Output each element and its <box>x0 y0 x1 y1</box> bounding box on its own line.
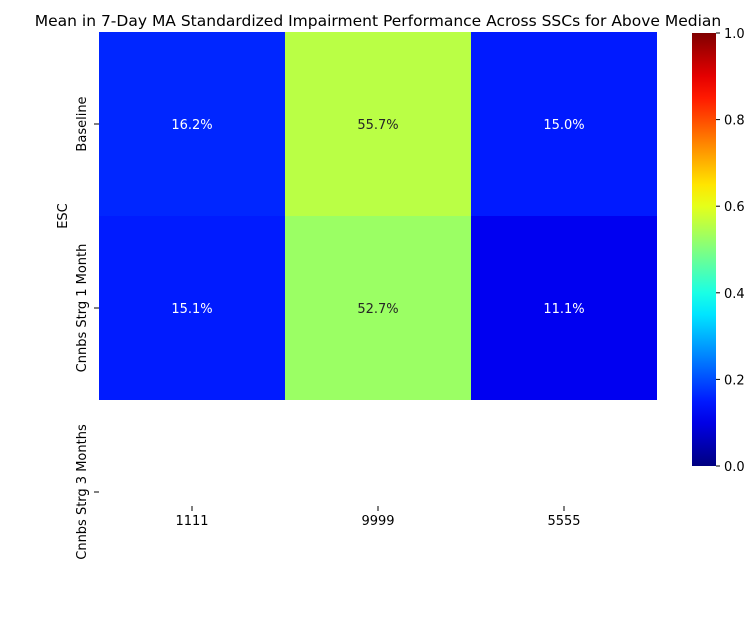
chart-title: Mean in 7-Day MA Standardized Impairment… <box>35 12 722 30</box>
x-ticks: 1111 9999 5555 <box>175 506 581 529</box>
x-tick-label: 9999 <box>361 514 394 529</box>
heatmap-cell <box>99 216 285 400</box>
cell-labels: 16.2% 55.7% 15.0% 15.1% 52.7% 11.1% <box>171 118 584 317</box>
heatmap-cell <box>471 216 657 400</box>
cell-value-label: 55.7% <box>357 118 398 133</box>
heatmap-cells <box>99 32 657 400</box>
cell-value-label: 15.0% <box>543 118 584 133</box>
colorbar: 0.0 0.2 0.4 0.6 0.8 1.0 <box>692 27 745 475</box>
x-tick-label: 1111 <box>175 514 208 529</box>
cell-value-label: 15.1% <box>171 302 212 317</box>
y-tick-label: Cnnbs Strg 1 Month <box>75 244 90 373</box>
y-ticks: Baseline Cnnbs Strg 1 Month Cnnbs Strg 3 M… <box>75 96 99 560</box>
x-tick-label: 5555 <box>547 514 580 529</box>
colorbar-tick-label: 0.4 <box>724 287 745 302</box>
colorbar-tick-label: 0.0 <box>724 460 745 475</box>
cell-value-label: 16.2% <box>171 118 212 133</box>
heatmap-cell <box>99 32 285 216</box>
y-tick-label: Baseline <box>75 96 90 151</box>
cell-value-label: 11.1% <box>543 302 584 317</box>
y-tick-label: Cnnbs Strg 3 Months <box>75 424 90 560</box>
colorbar-tick-label: 0.8 <box>724 114 745 129</box>
y-axis-label: ESC <box>56 203 71 229</box>
colorbar-gradient <box>692 33 716 466</box>
heatmap-cell <box>471 32 657 216</box>
colorbar-tick-label: 0.6 <box>724 200 745 215</box>
colorbar-tick-label: 0.2 <box>724 373 745 388</box>
colorbar-tick-label: 1.0 <box>724 27 745 42</box>
cell-value-label: 52.7% <box>357 302 398 317</box>
heatmap-cell <box>285 32 471 216</box>
heatmap-cell <box>285 216 471 400</box>
